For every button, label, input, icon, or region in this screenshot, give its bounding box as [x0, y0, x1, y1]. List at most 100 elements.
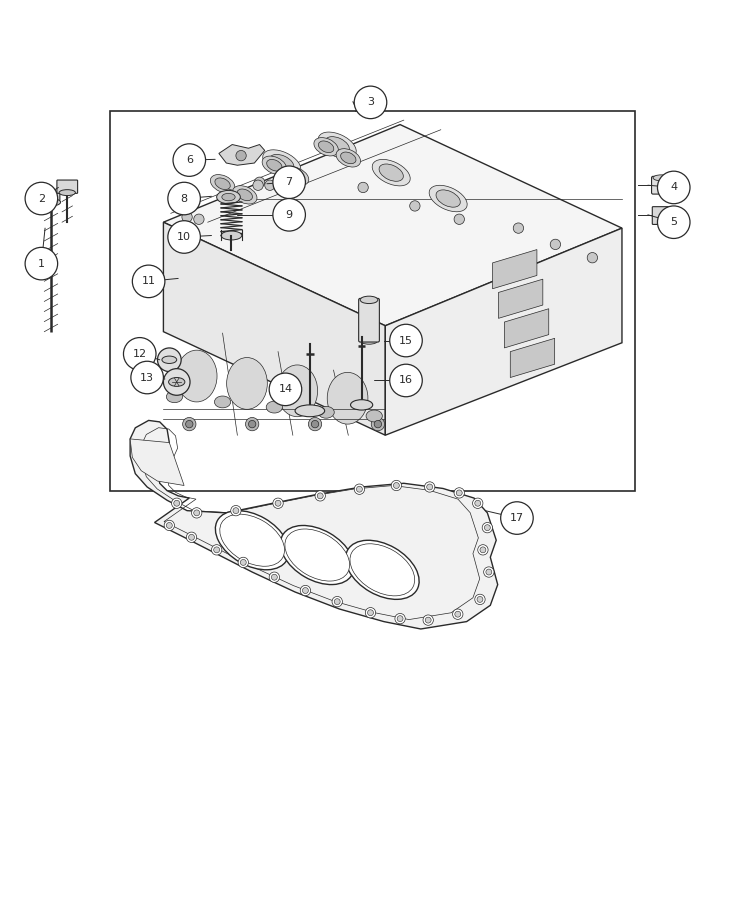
Circle shape [240, 560, 246, 565]
Circle shape [371, 418, 385, 431]
Circle shape [271, 574, 277, 580]
Ellipse shape [341, 152, 356, 164]
Circle shape [172, 498, 182, 508]
Circle shape [124, 338, 156, 370]
Circle shape [254, 177, 265, 187]
Circle shape [185, 420, 193, 427]
Circle shape [193, 214, 204, 224]
Circle shape [475, 500, 481, 506]
Ellipse shape [263, 149, 301, 176]
Ellipse shape [59, 190, 76, 195]
Text: 1: 1 [38, 258, 45, 268]
Polygon shape [130, 439, 184, 485]
Circle shape [167, 523, 173, 528]
Circle shape [368, 610, 373, 616]
Circle shape [425, 482, 435, 492]
Circle shape [454, 488, 465, 498]
Circle shape [482, 523, 493, 533]
Circle shape [425, 617, 431, 623]
Text: 4: 4 [670, 183, 677, 193]
Circle shape [213, 547, 219, 553]
Circle shape [358, 183, 368, 193]
Circle shape [456, 490, 462, 496]
Circle shape [191, 508, 202, 518]
Text: 15: 15 [399, 336, 413, 346]
Ellipse shape [277, 364, 318, 417]
Circle shape [484, 567, 494, 577]
Circle shape [395, 614, 405, 624]
Ellipse shape [336, 148, 361, 167]
Circle shape [168, 220, 200, 253]
Ellipse shape [210, 175, 235, 193]
Circle shape [133, 266, 165, 298]
Circle shape [587, 253, 597, 263]
Circle shape [317, 493, 323, 499]
Circle shape [225, 190, 235, 200]
Ellipse shape [653, 175, 669, 181]
Ellipse shape [285, 167, 309, 185]
Ellipse shape [345, 540, 419, 599]
Circle shape [269, 572, 279, 582]
Circle shape [356, 486, 362, 492]
Ellipse shape [267, 159, 282, 171]
Circle shape [248, 420, 256, 427]
Text: 16: 16 [399, 375, 413, 385]
Ellipse shape [216, 510, 289, 570]
Ellipse shape [328, 373, 368, 424]
Circle shape [354, 86, 387, 119]
Ellipse shape [162, 356, 176, 364]
Circle shape [478, 544, 488, 555]
Ellipse shape [220, 514, 285, 566]
Circle shape [253, 180, 263, 191]
FancyBboxPatch shape [57, 180, 78, 194]
Circle shape [657, 206, 690, 238]
Ellipse shape [216, 191, 240, 203]
Circle shape [273, 166, 305, 199]
Circle shape [455, 611, 461, 617]
Ellipse shape [237, 189, 253, 201]
Polygon shape [164, 124, 622, 326]
Ellipse shape [215, 178, 230, 190]
Circle shape [391, 481, 402, 491]
Circle shape [501, 502, 534, 535]
Circle shape [423, 615, 433, 626]
Polygon shape [505, 309, 549, 348]
Ellipse shape [280, 526, 354, 585]
Text: 2: 2 [38, 194, 45, 203]
Ellipse shape [314, 138, 339, 156]
Text: 13: 13 [140, 373, 154, 382]
Ellipse shape [270, 155, 294, 172]
Ellipse shape [41, 199, 61, 206]
Circle shape [354, 484, 365, 494]
Circle shape [165, 520, 174, 531]
Text: 3: 3 [367, 97, 374, 107]
Circle shape [480, 547, 486, 553]
Text: 12: 12 [133, 349, 147, 359]
Polygon shape [385, 228, 622, 436]
Ellipse shape [262, 156, 287, 175]
Ellipse shape [295, 405, 325, 417]
Ellipse shape [350, 400, 373, 410]
Circle shape [453, 609, 463, 619]
Circle shape [230, 506, 241, 516]
Circle shape [308, 418, 322, 431]
Circle shape [454, 214, 465, 224]
Text: 6: 6 [186, 155, 193, 165]
Circle shape [334, 598, 340, 605]
Ellipse shape [319, 141, 333, 153]
Text: 14: 14 [279, 384, 293, 394]
Ellipse shape [429, 185, 467, 211]
Circle shape [158, 348, 181, 372]
Circle shape [302, 588, 308, 593]
Circle shape [164, 369, 190, 395]
Ellipse shape [169, 377, 185, 386]
Circle shape [25, 183, 58, 215]
FancyBboxPatch shape [651, 176, 671, 194]
Ellipse shape [318, 407, 334, 418]
Ellipse shape [318, 132, 356, 158]
Ellipse shape [222, 194, 235, 201]
Text: 8: 8 [181, 194, 187, 203]
Polygon shape [499, 279, 543, 319]
Ellipse shape [214, 396, 230, 408]
Polygon shape [219, 145, 265, 166]
